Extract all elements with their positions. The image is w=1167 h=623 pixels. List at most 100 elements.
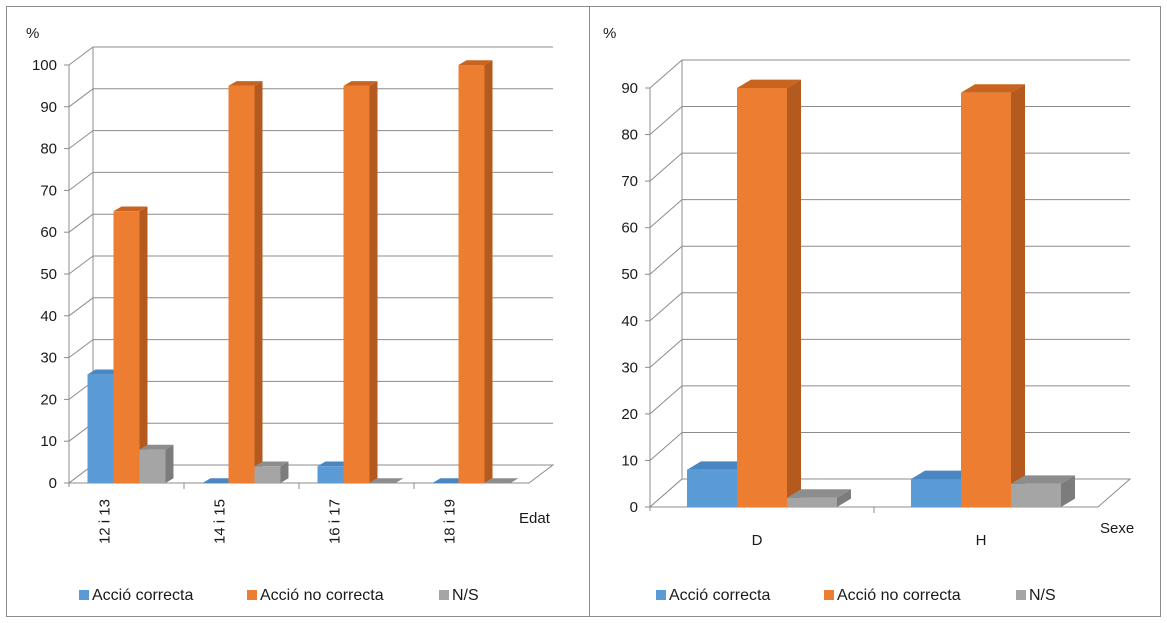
bar-front [737,88,787,507]
y-tick-label: 40 [621,313,638,330]
bar-side [484,60,493,483]
bar-top [458,60,493,65]
gridline-side [649,338,683,368]
bar-top [484,478,519,483]
gridline-side [649,152,683,182]
bar-top [317,461,352,467]
legend-swatch [824,590,834,600]
x-category-label: 16 i 17 [327,499,344,544]
bar-front [228,85,255,484]
bar-front [911,479,961,507]
chart-sexe: 0 10 20 30 40 50 60 70 80 90 D H% Sexe Acció correcta… [603,25,1134,604]
gridline-side [68,339,94,359]
gridline-side [68,46,94,66]
y-tick-label: 0 [630,499,638,516]
gridline-side [68,88,94,108]
y-tick-label: 60 [40,224,57,241]
y-tick-label: 40 [40,308,57,325]
gridline-side [68,297,94,317]
chart-panel-sexe: 0 10 20 30 40 50 60 70 80 90 D H% Sexe Acció correcta… [589,6,1161,617]
legend-label: Acció no correcta [260,587,384,604]
bar-front [139,449,166,483]
legend-label: Acció correcta [92,587,193,604]
y-tick-label: 50 [40,266,57,283]
x-axis-title: Sexe [1100,520,1134,537]
bar-side [139,206,148,483]
y-tick-label: 30 [621,359,638,376]
bar-front [687,469,737,507]
gridline-side [68,213,94,233]
x-axis-title: Edat [519,510,551,527]
bar-top [961,84,1025,93]
bar-top [254,461,289,467]
bar-front [1011,483,1061,507]
bar-top [787,489,851,498]
x-category-label: 14 i 15 [212,499,229,544]
bar-front [343,85,370,484]
bar-front [87,374,114,483]
y-tick-label: 10 [621,452,638,469]
x-category-label: D [752,532,763,549]
bar-front [961,92,1011,508]
y-tick-label: 20 [40,391,57,408]
chart-edat: 0 10 20 30 40 50 60 70 80 90 100 12 i 13 14 i 15 16 i… [26,25,555,604]
bar-side [280,461,289,483]
bar-top [1011,475,1075,484]
y-tick-label: 20 [621,406,638,423]
legend-swatch [1016,590,1026,600]
gridline-side [649,245,683,275]
bar-side [165,444,174,483]
bar-side [787,79,801,507]
x-category-label: H [976,532,987,549]
bar-top [343,81,378,86]
bar-side [1061,475,1075,507]
legend-swatch [79,590,89,600]
bar-top [113,206,148,212]
bar-side [369,81,378,483]
y-tick-label: 80 [40,141,57,158]
y-tick-label: 50 [621,266,638,283]
y-tick-label: 70 [621,173,638,190]
gridline-side [649,106,683,135]
x-category-label: 18 i 19 [442,499,459,544]
bar-top [911,470,975,480]
bar-front [317,466,344,483]
legend-swatch [656,590,666,600]
gridline-side [649,292,683,322]
y-tick-label: 60 [621,220,638,237]
legend-label: N/S [452,587,479,604]
bar-side [254,81,263,483]
legend-swatch [439,590,449,600]
gridline-side [649,59,683,89]
bar-front [113,211,140,484]
y-tick-label: 90 [40,99,57,116]
bar-side [837,489,851,507]
bar-front [254,466,281,483]
x-category-label: 12 i 13 [97,499,114,544]
bar-top [87,369,122,375]
y-tick-label: 30 [40,350,57,367]
bar-top [202,478,237,483]
bar-side [1011,84,1025,507]
gridline-side [649,432,683,461]
bar-top [369,478,404,483]
bar-front [458,65,485,483]
bar-top [228,81,263,86]
bar-front [787,497,837,507]
gridline-side [68,255,94,275]
legend-label: N/S [1029,587,1056,604]
bar-top [432,478,467,483]
gridline-side [68,171,94,191]
y-axis-title: % [26,25,39,42]
legend-label: Acció no correcta [837,587,961,604]
gridline-side [68,130,94,150]
y-tick-label: 90 [621,80,638,97]
gridline-side [649,199,683,229]
gridline-side [649,385,683,415]
bar-top [687,461,751,470]
y-tick-label: 70 [40,182,57,199]
legend-swatch [247,590,257,600]
y-axis-title: % [603,25,616,42]
bar-top [139,444,174,450]
